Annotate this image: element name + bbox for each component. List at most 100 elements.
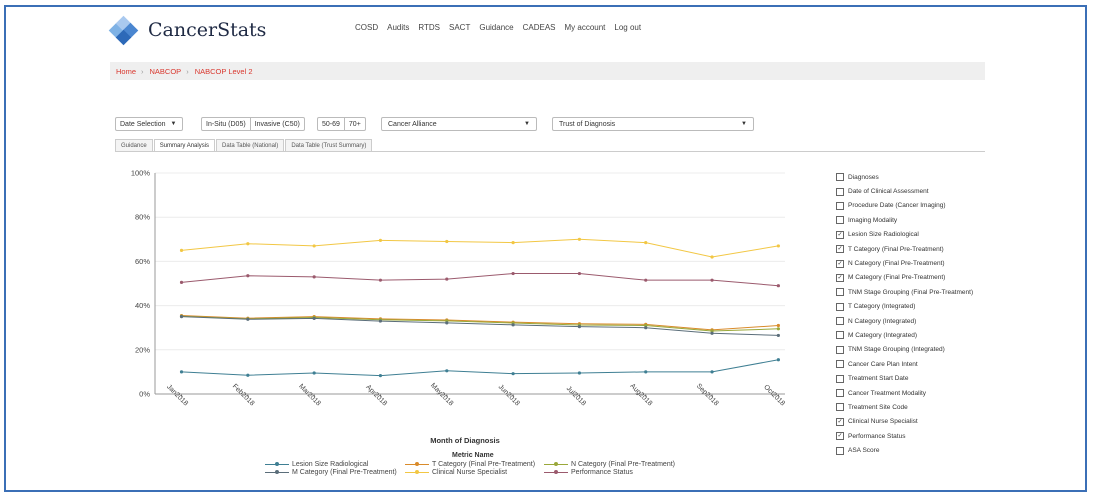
age-70-plus-button[interactable]: 70+: [348, 120, 361, 128]
metric-option[interactable]: ✓ N Category (Final Pre-Treatment): [836, 256, 973, 270]
data-point: [577, 237, 582, 241]
caret-down-icon: ▼: [170, 121, 177, 127]
metric-option[interactable]: ✓ T Category (Final Pre-Treatment): [836, 242, 973, 256]
metric-option[interactable]: Treatment Start Date: [836, 371, 973, 385]
metric-option[interactable]: Cancer Treatment Modality: [836, 386, 973, 400]
data-point: [644, 323, 648, 328]
tab-data-table-national[interactable]: Data Table (National): [216, 139, 285, 152]
data-point: [644, 241, 648, 245]
legend-swatch-icon: [405, 468, 429, 476]
checkbox-icon[interactable]: [836, 403, 844, 412]
x-axis-title: Month of Diagnosis: [430, 436, 500, 445]
x-tick-label: Jan2018: [165, 383, 189, 407]
data-point: [776, 323, 780, 328]
checkbox-icon[interactable]: [836, 374, 844, 383]
metric-option[interactable]: TNM Stage Grouping (Final Pre-Treatment): [836, 285, 973, 299]
checkbox-icon[interactable]: [836, 446, 844, 455]
checkbox-icon[interactable]: [836, 173, 844, 182]
data-point: [312, 371, 316, 375]
date-selection-button[interactable]: Date Selection ▼: [115, 117, 183, 131]
metric-option[interactable]: Treatment Site Code: [836, 400, 973, 414]
metric-option[interactable]: ✓ Clinical Nurse Specialist: [836, 415, 973, 429]
nav-sact[interactable]: SACT: [449, 23, 471, 32]
metric-option[interactable]: ✓ Performance Status: [836, 429, 973, 443]
trust-of-diagnosis-select[interactable]: Trust of Diagnosis ▼: [552, 117, 754, 131]
checkbox-checked-icon[interactable]: ✓: [836, 273, 844, 282]
metric-option[interactable]: Date of Clinical Assessment: [836, 184, 973, 198]
data-point: [445, 321, 449, 325]
metric-option[interactable]: ✓ M Category (Final Pre-Treatment): [836, 271, 973, 285]
data-point: [445, 239, 449, 244]
checkbox-icon[interactable]: [836, 288, 844, 297]
checkbox-icon[interactable]: [836, 317, 844, 326]
data-point: [511, 241, 515, 245]
metric-option[interactable]: TNM Stage Grouping (Integrated): [836, 343, 973, 357]
legend-swatch-icon: [405, 460, 429, 468]
tab-summary-analysis[interactable]: Summary Analysis: [153, 139, 216, 152]
data-point: [445, 277, 449, 281]
checkbox-icon[interactable]: [836, 345, 844, 354]
checkbox-checked-icon[interactable]: ✓: [836, 245, 844, 254]
metric-option[interactable]: ✓ Lesion Size Radiological: [836, 228, 973, 242]
checkbox-checked-icon[interactable]: ✓: [836, 259, 844, 268]
metric-option[interactable]: Diagnoses: [836, 170, 973, 184]
data-point: [179, 248, 184, 252]
breadcrumb-nabcop-level-2[interactable]: NABCOP Level 2: [194, 66, 253, 76]
tab-data-table-trust-summary[interactable]: Data Table (Trust Summary): [285, 139, 373, 152]
nav-cadeas[interactable]: CADEAS: [522, 23, 556, 32]
breadcrumb-nabcop[interactable]: NABCOP: [149, 66, 182, 76]
checkbox-icon[interactable]: [836, 389, 844, 398]
breadcrumb: Home › NABCOP › NABCOP Level 2: [110, 62, 985, 80]
metric-option[interactable]: Imaging Modality: [836, 213, 973, 227]
checkbox-checked-icon[interactable]: ✓: [836, 230, 844, 239]
in-situ-button[interactable]: In-Situ (D05): [202, 118, 251, 130]
checkbox-icon[interactable]: [836, 216, 844, 225]
nav-my-account[interactable]: My account: [564, 23, 606, 32]
x-tick-label: Jul2018: [565, 385, 587, 407]
date-selection-label: Date Selection: [120, 120, 166, 128]
metric-option[interactable]: T Category (Integrated): [836, 300, 973, 314]
checkbox-icon[interactable]: [836, 201, 844, 210]
checkbox-icon[interactable]: [836, 187, 844, 196]
breadcrumb-home[interactable]: Home: [116, 66, 137, 76]
nav-guidance[interactable]: Guidance: [479, 23, 514, 32]
metric-label: Lesion Size Radiological: [848, 231, 919, 239]
metric-label: TNM Stage Grouping (Integrated): [848, 346, 945, 354]
checkbox-checked-icon[interactable]: ✓: [836, 432, 844, 441]
data-point: [577, 324, 582, 329]
tab-guidance[interactable]: Guidance: [115, 139, 153, 152]
data-point: [179, 280, 184, 284]
nav-cosd[interactable]: COSD: [355, 23, 379, 32]
metric-option[interactable]: Cancer Care Plan Intent: [836, 357, 973, 371]
nav-log-out[interactable]: Log out: [614, 23, 642, 32]
metric-option[interactable]: ASA Score: [836, 443, 973, 457]
x-tick-label: May2018: [429, 382, 454, 407]
metric-option[interactable]: M Category (Integrated): [836, 328, 973, 342]
nav-audits[interactable]: Audits: [387, 23, 410, 32]
metric-label: Date of Clinical Assessment: [848, 188, 929, 196]
nav-rtds[interactable]: RTDS: [418, 23, 440, 32]
y-tick-label: 80%: [135, 213, 150, 222]
checkbox-icon[interactable]: [836, 360, 844, 369]
data-point: [776, 284, 780, 288]
metric-label: Cancer Treatment Modality: [848, 389, 927, 397]
checkbox-icon[interactable]: [836, 302, 844, 311]
data-point: [776, 327, 780, 331]
cancer-alliance-value: Cancer Alliance: [388, 120, 437, 128]
legend-swatch-icon: [265, 468, 289, 476]
invasive-button[interactable]: Invasive (C50): [254, 120, 300, 128]
metric-option[interactable]: N Category (Integrated): [836, 314, 973, 328]
cancer-alliance-select[interactable]: Cancer Alliance ▼: [381, 117, 537, 131]
data-point: [312, 244, 316, 248]
data-point: [577, 271, 582, 276]
data-point: [511, 271, 515, 276]
checkbox-checked-icon[interactable]: ✓: [836, 417, 844, 426]
series-line: [181, 359, 779, 377]
y-tick-label: 0%: [139, 390, 150, 399]
checkbox-icon[interactable]: [836, 331, 844, 340]
y-tick-label: 60%: [135, 257, 150, 266]
logo[interactable]: CancerStats: [108, 15, 266, 46]
age-50-69-button[interactable]: 50-69: [318, 118, 345, 130]
metric-option[interactable]: Procedure Date (Cancer Imaging): [836, 199, 973, 213]
legend-label: Clinical Nurse Specialist: [432, 468, 508, 476]
